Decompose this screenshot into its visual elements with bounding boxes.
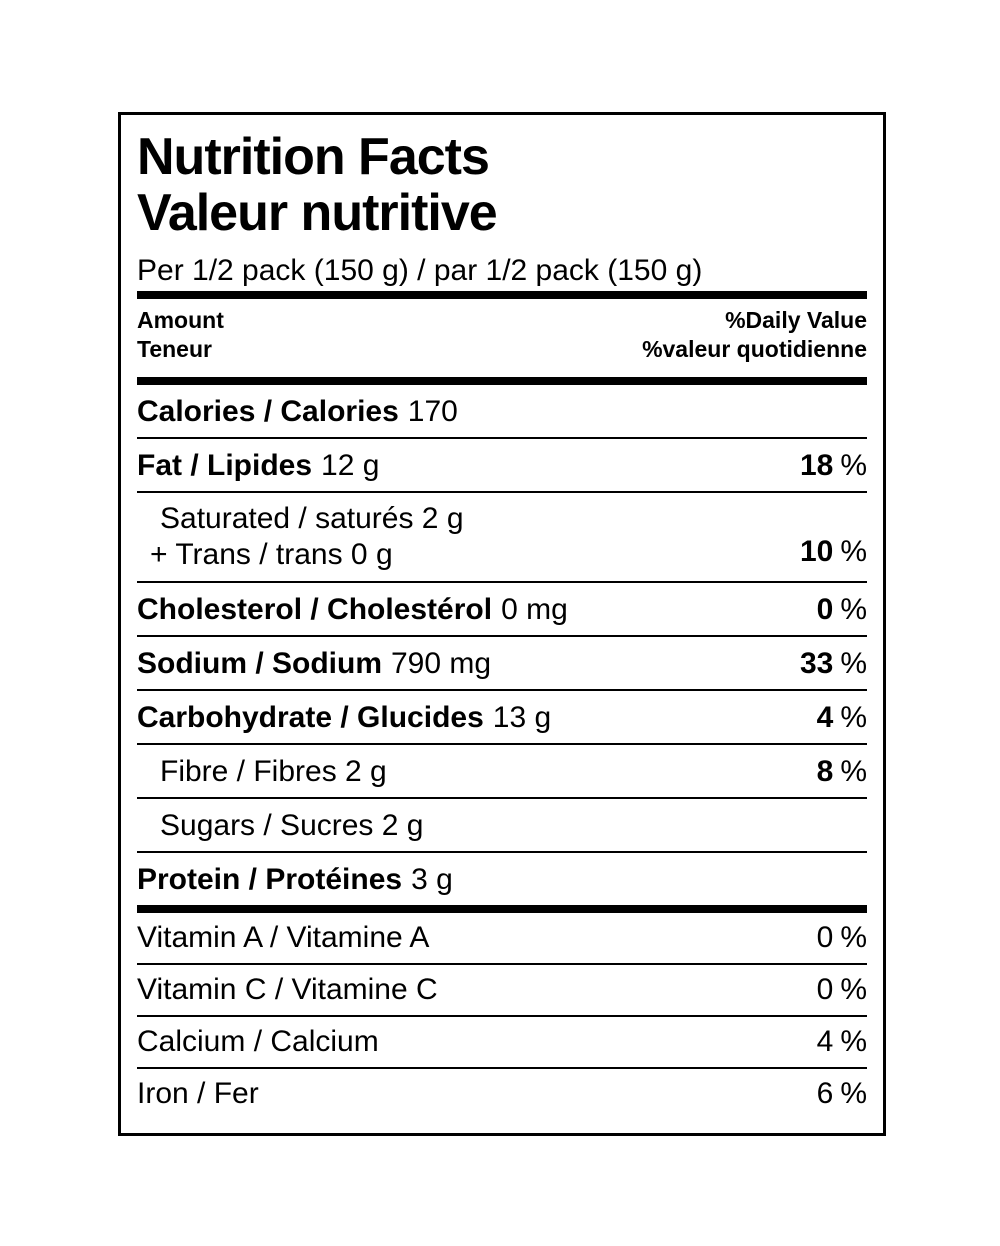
cholesterol-name: Cholesterol / Cholestérol 0 mg (137, 593, 568, 626)
row-calcium: Calcium / Calcium 4% (137, 1015, 867, 1067)
sodium-name: Sodium / Sodium 790 mg (137, 647, 492, 680)
iron-daily-value: 6% (816, 1077, 867, 1110)
row-sodium: Sodium / Sodium 790 mg 33% (137, 635, 867, 689)
daily-value-header: %Daily Value %valeur quotidienne (642, 306, 867, 364)
row-vitamin-c: Vitamin C / Vitamine C 0% (137, 963, 867, 1015)
iron-name: Iron / Fer (137, 1077, 259, 1110)
sodium-daily-value: 33% (799, 647, 867, 680)
thick-rule-top (137, 291, 867, 299)
protein-name: Protein / Protéines 3 g (137, 863, 453, 896)
amount-header-en: Amount (137, 307, 224, 333)
calories-name: Calories / Calories 170 (137, 395, 458, 428)
title-english: Nutrition Facts (137, 128, 490, 186)
calcium-daily-value: 4% (816, 1025, 867, 1058)
thick-rule-protein (137, 905, 867, 913)
row-iron: Iron / Fer 6% (137, 1067, 867, 1119)
row-vitamin-a: Vitamin A / Vitamine A 0% (137, 913, 867, 963)
carbohydrate-name: Carbohydrate / Glucides 13 g (137, 701, 552, 734)
row-fibre: Fibre / Fibres 2 g 8% (137, 743, 867, 797)
column-header: Amount Teneur %Daily Value %valeur quoti… (137, 299, 867, 377)
vitamin-c-daily-value: 0% (816, 973, 867, 1006)
vitamin-c-name: Vitamin C / Vitamine C (137, 973, 438, 1006)
row-cholesterol: Cholesterol / Cholestérol 0 mg 0% (137, 581, 867, 635)
saturated-trans-name: Saturated / saturés 2 g + Trans / trans … (150, 502, 464, 571)
carbohydrate-daily-value: 4% (816, 701, 867, 734)
calcium-name: Calcium / Calcium (137, 1025, 379, 1058)
daily-value-header-en: %Daily Value (725, 307, 867, 333)
amount-header-fr: Teneur (137, 336, 212, 362)
fat-name: Fat / Lipides 12 g (137, 449, 380, 482)
thick-rule-header (137, 377, 867, 385)
row-carbohydrate: Carbohydrate / Glucides 13 g 4% (137, 689, 867, 743)
nutrition-facts-label: Nutrition Facts Valeur nutritive Per 1/2… (118, 112, 886, 1136)
sugars-name: Sugars / Sucres 2 g (160, 809, 424, 842)
vitamin-a-daily-value: 0% (816, 921, 867, 954)
cholesterol-daily-value: 0% (816, 593, 867, 626)
fibre-daily-value: 8% (816, 755, 867, 788)
serving-size: Per 1/2 pack (150 g) / par 1/2 pack (150… (137, 254, 703, 287)
fibre-name: Fibre / Fibres 2 g (160, 755, 387, 788)
daily-value-header-fr: %valeur quotidienne (642, 336, 867, 362)
row-sugars: Sugars / Sucres 2 g (137, 797, 867, 851)
row-saturated-trans: Saturated / saturés 2 g + Trans / trans … (137, 491, 867, 581)
row-protein: Protein / Protéines 3 g (137, 851, 867, 905)
row-fat: Fat / Lipides 12 g 18% (137, 437, 867, 491)
saturated-trans-daily-value: 10% (799, 535, 867, 568)
title-french: Valeur nutritive (137, 184, 498, 242)
fat-daily-value: 18% (799, 449, 867, 482)
row-calories: Calories / Calories 170 (137, 385, 867, 437)
vitamin-a-name: Vitamin A / Vitamine A (137, 921, 430, 954)
amount-header: Amount Teneur (137, 306, 224, 364)
